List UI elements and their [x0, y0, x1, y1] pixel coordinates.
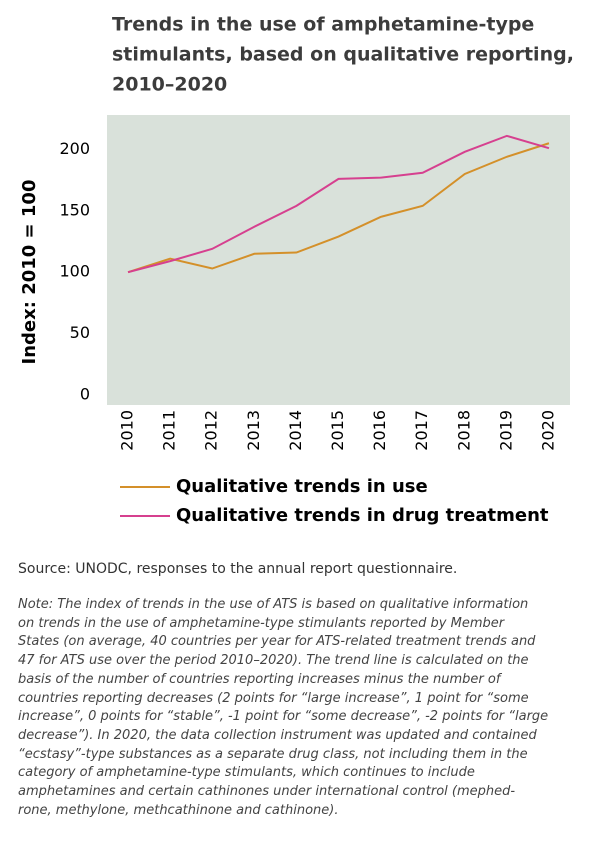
y-tick-label: 150	[59, 200, 90, 219]
chart-title: Trends in the use of amphetamine-type	[112, 14, 534, 36]
chart-title: 2010–2020	[112, 74, 227, 96]
note-line: increase”, 0 points for “stable”, -1 poi…	[18, 709, 549, 725]
source: Source: UNODC, responses to the annual r…	[18, 561, 458, 577]
note-line: 47 for ATS use over the period 2010–2020…	[18, 653, 529, 669]
note-line: on trends in the use of amphetamine-type…	[18, 615, 505, 631]
x-tick-label: 2019	[496, 410, 515, 451]
note: Note: The index of trends in the use of …	[18, 596, 548, 820]
chart: Trends in the use of amphetamine-type sti…	[19, 14, 574, 527]
x-tick-label: 2016	[370, 410, 389, 451]
x-tick-label: 2015	[328, 410, 347, 451]
x-tick-label: 2012	[202, 410, 221, 451]
note-line: decrease”). In 2020, the data collection…	[18, 727, 537, 743]
x-tick-label: 2014	[286, 410, 305, 451]
note-line: Note: The index of trends in the use of …	[18, 597, 529, 612]
line-series	[127, 142, 550, 274]
y-tick-label: 0	[80, 385, 90, 404]
note-line: basis of the number of countries reporti…	[18, 671, 501, 687]
y-tick-label: 50	[70, 323, 90, 342]
x-tick-label: 2018	[454, 410, 473, 451]
x-tick-label: 2013	[244, 410, 263, 451]
x-tick-label: 2020	[538, 410, 557, 451]
y-axis-label: Index: 2010 = 100	[19, 180, 40, 365]
note-line: rone, methylone, methcathinone and cathi…	[18, 802, 339, 818]
x-tick-label: 2017	[412, 410, 431, 451]
legend-label: Qualitative trends in use	[176, 476, 428, 497]
note-line: “ecstasy”-type substances as a separate …	[18, 746, 528, 762]
chart-title: stimulants, based on qualitative reporti…	[112, 44, 574, 66]
line-series	[127, 134, 550, 274]
note-line: countries reporting decreases (2 points …	[18, 690, 529, 706]
note-line: category of amphetamine-type stimulants,…	[18, 765, 475, 781]
note-line: States (on average, 40 countries per yea…	[18, 634, 536, 650]
y-tick-label: 100	[59, 262, 90, 281]
x-tick-label: 2011	[160, 410, 179, 451]
x-tick-label: 2010	[118, 410, 137, 451]
legend-label: Qualitative trends in drug treatment	[176, 505, 549, 526]
note-line: amphetamines and certain cathinones unde…	[18, 784, 516, 800]
y-tick-label: 200	[59, 139, 90, 158]
